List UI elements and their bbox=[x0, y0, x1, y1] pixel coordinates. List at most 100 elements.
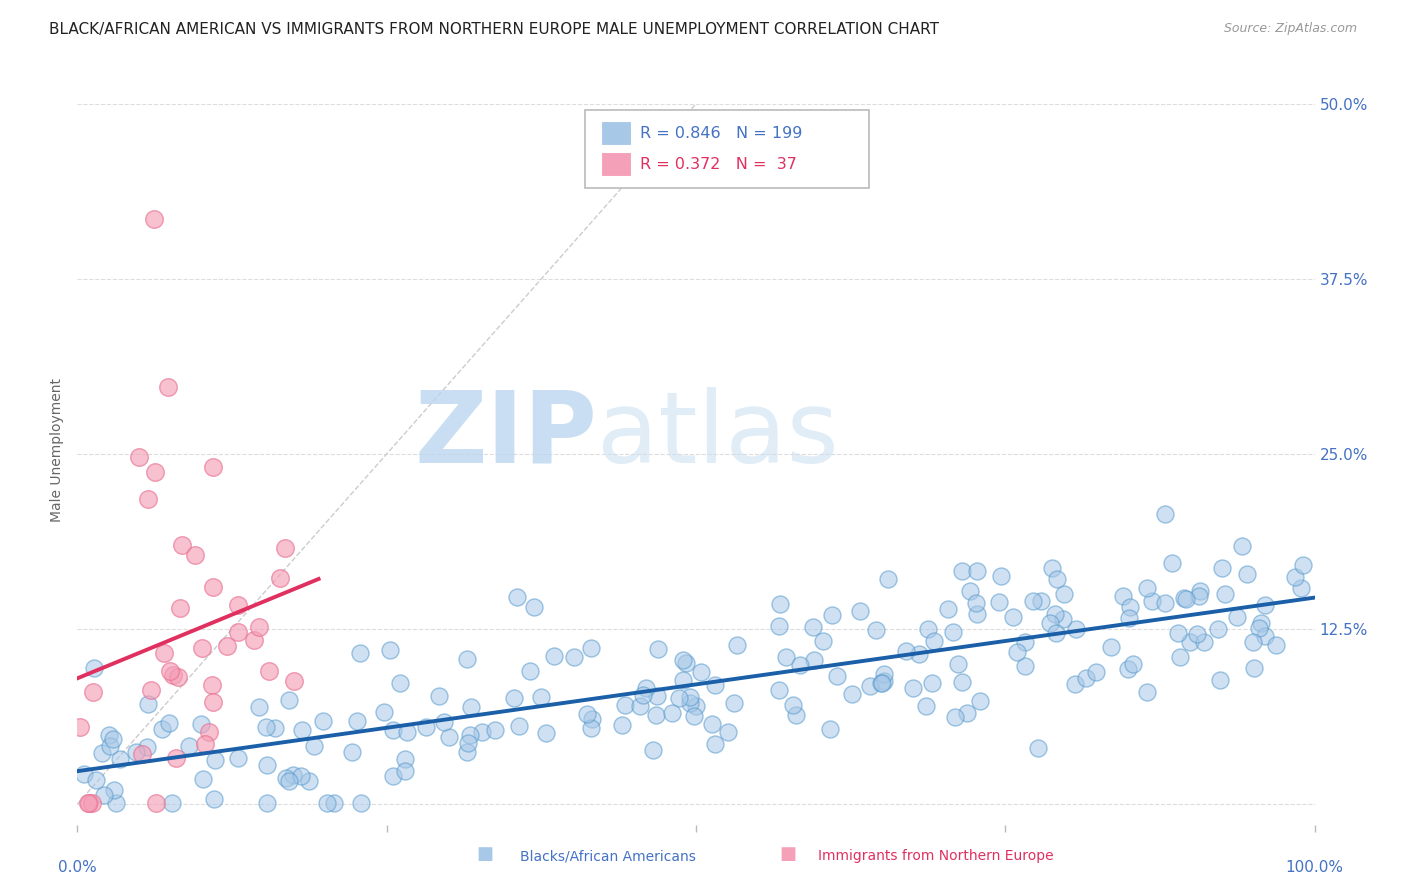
Point bbox=[704, 678, 727, 692]
Point bbox=[302, 739, 325, 753]
Point bbox=[105, 796, 128, 810]
Point bbox=[1052, 612, 1074, 626]
Point bbox=[101, 732, 124, 747]
Point bbox=[801, 620, 824, 634]
Point bbox=[202, 696, 225, 710]
Y-axis label: Male Unemployment: Male Unemployment bbox=[51, 378, 65, 523]
Text: Blacks/African Americans: Blacks/African Americans bbox=[520, 849, 696, 863]
Point bbox=[1040, 561, 1063, 575]
Point bbox=[1074, 671, 1097, 685]
Point bbox=[77, 796, 100, 810]
Point bbox=[278, 692, 301, 706]
Point bbox=[396, 725, 419, 739]
Point bbox=[433, 714, 456, 729]
Point bbox=[323, 796, 346, 810]
Point bbox=[179, 739, 201, 753]
Point bbox=[69, 720, 91, 734]
Point bbox=[579, 640, 602, 655]
Point bbox=[1160, 556, 1182, 570]
Point bbox=[460, 699, 482, 714]
Point bbox=[636, 681, 658, 695]
Point bbox=[274, 771, 297, 785]
Point bbox=[1236, 566, 1258, 581]
Point bbox=[543, 648, 565, 663]
Point bbox=[201, 677, 224, 691]
Point bbox=[562, 649, 585, 664]
Point bbox=[143, 211, 166, 226]
Point bbox=[84, 773, 107, 788]
Point bbox=[1264, 638, 1286, 652]
Point bbox=[1247, 621, 1270, 635]
Point bbox=[152, 646, 174, 660]
Point bbox=[191, 641, 214, 656]
Point bbox=[381, 769, 404, 783]
Point bbox=[157, 715, 180, 730]
Point bbox=[675, 656, 697, 670]
Point bbox=[108, 752, 131, 766]
Point bbox=[1084, 665, 1107, 680]
Point bbox=[77, 796, 100, 810]
Point bbox=[254, 720, 277, 734]
Point bbox=[194, 737, 217, 751]
Point bbox=[159, 664, 181, 678]
Point bbox=[914, 698, 936, 713]
Point bbox=[283, 673, 305, 688]
Point bbox=[156, 380, 179, 394]
Point bbox=[1292, 558, 1315, 573]
Point bbox=[72, 766, 94, 780]
Point bbox=[247, 619, 270, 633]
Point bbox=[191, 772, 214, 787]
Point bbox=[97, 728, 120, 742]
Point bbox=[373, 705, 395, 719]
Point bbox=[782, 698, 804, 712]
Text: 0.0%: 0.0% bbox=[58, 860, 97, 875]
Point bbox=[1185, 626, 1208, 640]
Text: R = 0.372   N =  37: R = 0.372 N = 37 bbox=[640, 158, 797, 172]
Point bbox=[1289, 582, 1312, 596]
Point bbox=[277, 774, 299, 789]
Point bbox=[198, 725, 221, 739]
Point bbox=[965, 596, 987, 610]
Point bbox=[672, 673, 695, 687]
Point bbox=[215, 640, 238, 654]
FancyBboxPatch shape bbox=[585, 110, 869, 188]
Point bbox=[1039, 616, 1062, 631]
Point bbox=[458, 728, 481, 742]
Point bbox=[1046, 572, 1069, 586]
Point bbox=[948, 657, 970, 672]
Point bbox=[969, 694, 991, 708]
Point bbox=[1180, 635, 1202, 649]
Point bbox=[1243, 661, 1265, 675]
Text: ZIP: ZIP bbox=[415, 387, 598, 484]
Point bbox=[378, 642, 401, 657]
Point bbox=[614, 698, 637, 713]
Point bbox=[82, 684, 104, 698]
Point bbox=[202, 792, 225, 806]
Point bbox=[204, 754, 226, 768]
Point bbox=[768, 619, 790, 633]
Point bbox=[1153, 596, 1175, 610]
Point bbox=[257, 664, 280, 678]
Point bbox=[966, 564, 988, 578]
Text: Immigrants from Northern Europe: Immigrants from Northern Europe bbox=[818, 849, 1054, 863]
Point bbox=[1014, 634, 1036, 648]
Point bbox=[162, 668, 184, 682]
Point bbox=[689, 665, 711, 679]
Point bbox=[901, 681, 924, 695]
Point bbox=[723, 696, 745, 710]
Point bbox=[160, 796, 183, 810]
Text: BLACK/AFRICAN AMERICAN VS IMMIGRANTS FROM NORTHERN EUROPE MALE UNEMPLOYMENT CORR: BLACK/AFRICAN AMERICAN VS IMMIGRANTS FRO… bbox=[49, 22, 939, 37]
Point bbox=[1119, 599, 1142, 614]
Point bbox=[645, 689, 668, 703]
Point bbox=[91, 746, 114, 760]
Point bbox=[641, 742, 664, 756]
Point bbox=[247, 700, 270, 714]
Point bbox=[226, 598, 249, 612]
Point bbox=[1118, 610, 1140, 624]
Point bbox=[263, 721, 285, 735]
Point bbox=[202, 580, 225, 594]
Point bbox=[922, 634, 945, 648]
Point bbox=[519, 665, 541, 679]
Point bbox=[921, 676, 943, 690]
Point bbox=[1031, 594, 1053, 608]
